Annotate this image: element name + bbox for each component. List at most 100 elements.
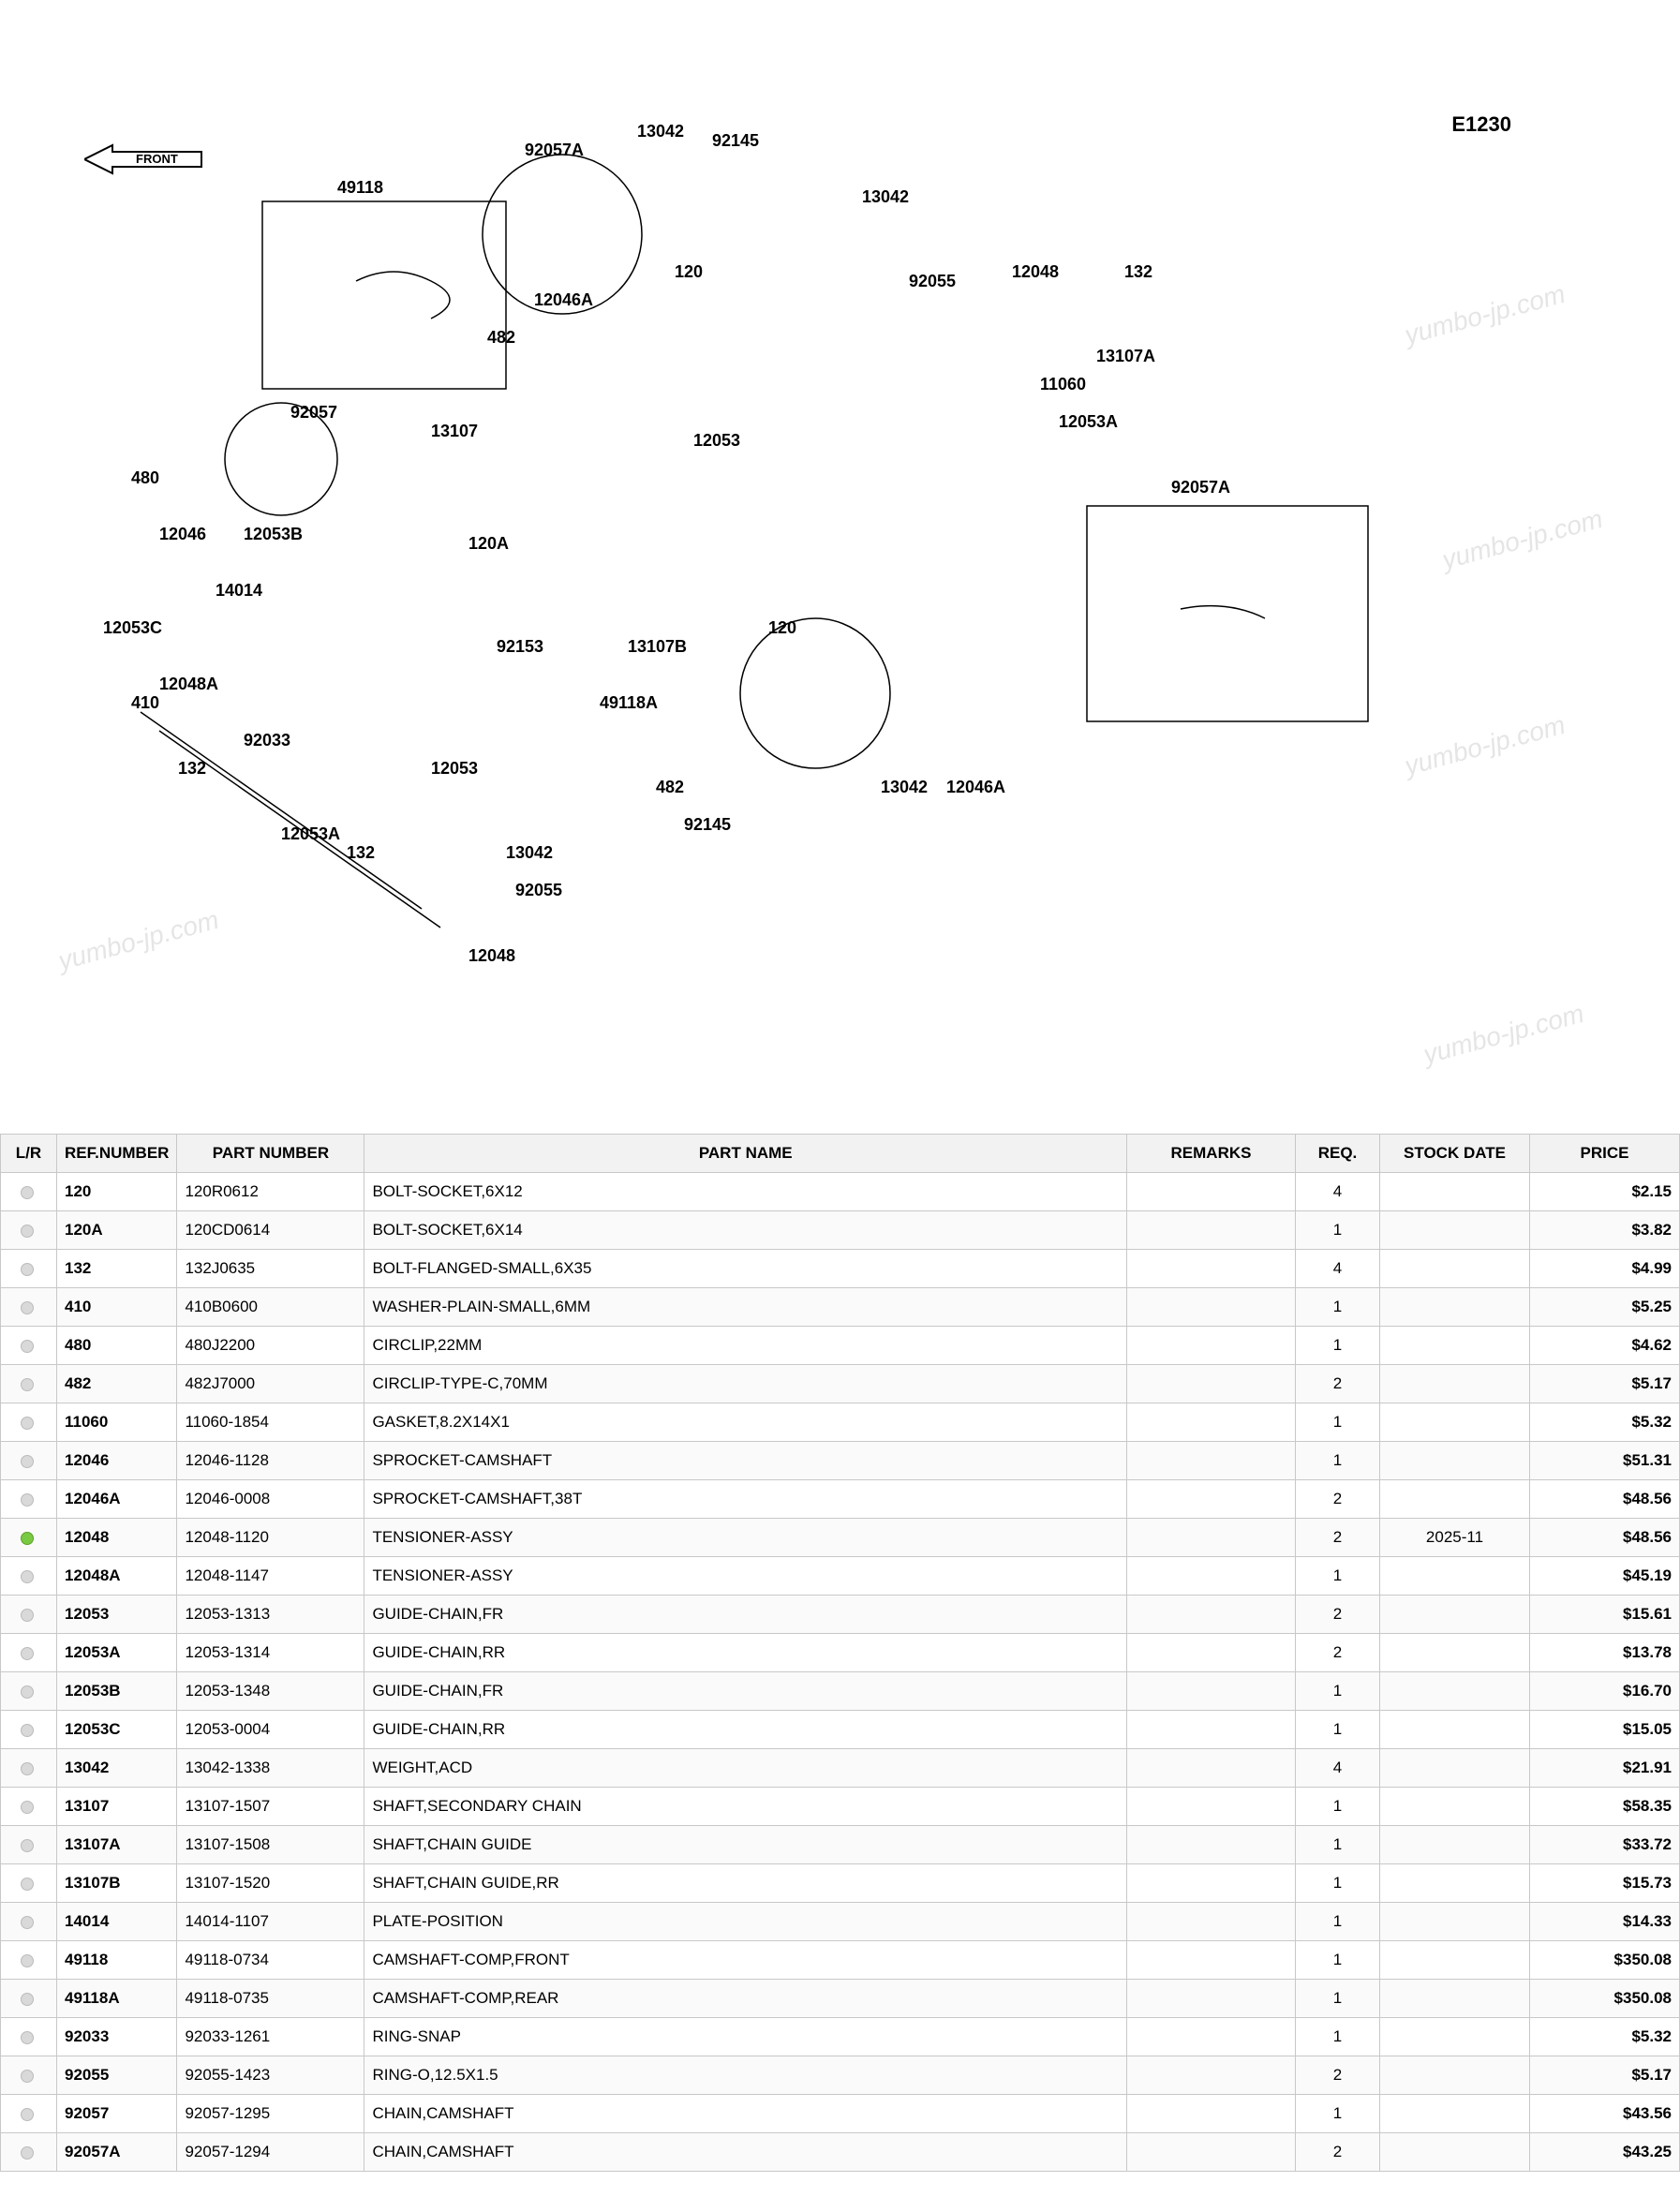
cell-date <box>1380 1596 1530 1634</box>
table-row[interactable]: 1304213042-1338WEIGHT,ACD4$21.91 <box>1 1749 1680 1788</box>
cell-date <box>1380 1442 1530 1480</box>
cell-part: 480J2200 <box>177 1327 364 1365</box>
table-row[interactable]: 12046A12046-0008SPROCKET-CAMSHAFT,38T2$4… <box>1 1480 1680 1519</box>
table-row[interactable]: 12048A12048-1147TENSIONER-ASSY1$45.19 <box>1 1557 1680 1596</box>
stock-out-icon <box>21 1878 34 1891</box>
diagram-callout: 132 <box>347 843 375 863</box>
table-row[interactable]: 13107B13107-1520SHAFT,CHAIN GUIDE,RR1$15… <box>1 1864 1680 1903</box>
cell-lr <box>1 2056 57 2095</box>
cell-ref: 410 <box>57 1288 177 1327</box>
cell-req: 1 <box>1296 1903 1380 1941</box>
diagram-callout: 92153 <box>497 637 543 657</box>
cell-price: $48.56 <box>1530 1519 1680 1557</box>
cell-name: CIRCLIP,22MM <box>364 1327 1127 1365</box>
cell-part: 92057-1294 <box>177 2133 364 2172</box>
cell-part: 12053-0004 <box>177 1711 364 1749</box>
table-row[interactable]: 1401414014-1107PLATE-POSITION1$14.33 <box>1 1903 1680 1941</box>
table-row[interactable]: 1204612046-1128SPROCKET-CAMSHAFT1$51.31 <box>1 1442 1680 1480</box>
diagram-placeholder: E1230 FRONT yumbo-jp.com yumbo-jp.com yu… <box>0 0 1680 1124</box>
diagram-callout: 12053A <box>1059 412 1118 432</box>
table-row[interactable]: 12053A12053-1314GUIDE-CHAIN,RR2$13.78 <box>1 1634 1680 1672</box>
stock-out-icon <box>21 1647 34 1660</box>
cell-lr <box>1 2095 57 2133</box>
cell-remarks <box>1127 1403 1296 1442</box>
cell-price: $14.33 <box>1530 1903 1680 1941</box>
table-row[interactable]: 4911849118-0734CAMSHAFT-COMP,FRONT1$350.… <box>1 1941 1680 1980</box>
cell-name: BOLT-SOCKET,6X12 <box>364 1173 1127 1211</box>
diagram-callout: 12053B <box>244 525 303 544</box>
table-row[interactable]: 1106011060-1854GASKET,8.2X14X11$5.32 <box>1 1403 1680 1442</box>
cell-remarks <box>1127 1864 1296 1903</box>
diagram-callout: 49118 <box>337 178 383 198</box>
cell-remarks <box>1127 1980 1296 2018</box>
table-row[interactable]: 49118A49118-0735CAMSHAFT-COMP,REAR1$350.… <box>1 1980 1680 2018</box>
stock-out-icon <box>21 1340 34 1353</box>
diagram-callout: 13107 <box>431 422 478 441</box>
cell-req: 1 <box>1296 1711 1380 1749</box>
table-row[interactable]: 12053C12053-0004GUIDE-CHAIN,RR1$15.05 <box>1 1711 1680 1749</box>
cell-req: 1 <box>1296 1211 1380 1250</box>
cell-lr <box>1 1557 57 1596</box>
diagram-callout: 482 <box>656 778 684 797</box>
col-header-price: PRICE <box>1530 1135 1680 1173</box>
cell-lr <box>1 1980 57 2018</box>
cell-part: 92055-1423 <box>177 2056 364 2095</box>
cell-part: 132J0635 <box>177 1250 364 1288</box>
cell-remarks <box>1127 1749 1296 1788</box>
cell-date <box>1380 1788 1530 1826</box>
table-row[interactable]: 480480J2200CIRCLIP,22MM1$4.62 <box>1 1327 1680 1365</box>
diagram-callout: 120A <box>468 534 509 554</box>
cell-name: GUIDE-CHAIN,RR <box>364 1634 1127 1672</box>
table-row[interactable]: 9205792057-1295CHAIN,CAMSHAFT1$43.56 <box>1 2095 1680 2133</box>
cell-remarks <box>1127 2095 1296 2133</box>
cell-date <box>1380 1480 1530 1519</box>
cell-remarks <box>1127 1250 1296 1288</box>
cell-price: $4.62 <box>1530 1327 1680 1365</box>
cell-part: 12046-0008 <box>177 1480 364 1519</box>
cell-part: 482J7000 <box>177 1365 364 1403</box>
cell-price: $350.08 <box>1530 1980 1680 2018</box>
cell-date <box>1380 1365 1530 1403</box>
cell-name: GASKET,8.2X14X1 <box>364 1403 1127 1442</box>
table-row[interactable]: 13107A13107-1508SHAFT,CHAIN GUIDE1$33.72 <box>1 1826 1680 1864</box>
table-row[interactable]: 1310713107-1507SHAFT,SECONDARY CHAIN1$58… <box>1 1788 1680 1826</box>
diagram-callout: 482 <box>487 328 515 348</box>
table-row[interactable]: 410410B0600WASHER-PLAIN-SMALL,6MM1$5.25 <box>1 1288 1680 1327</box>
cell-remarks <box>1127 1711 1296 1749</box>
diagram-svg <box>0 0 1680 1124</box>
parts-table-body: 120120R0612BOLT-SOCKET,6X124$2.15120A 120… <box>1 1173 1680 2172</box>
cell-name: SPROCKET-CAMSHAFT,38T <box>364 1480 1127 1519</box>
col-header-remarks: REMARKS <box>1127 1135 1296 1173</box>
cell-date <box>1380 1250 1530 1288</box>
table-row[interactable]: 12053B12053-1348GUIDE-CHAIN,FR1$16.70 <box>1 1672 1680 1711</box>
table-row[interactable]: 120A120CD0614BOLT-SOCKET,6X141$3.82 <box>1 1211 1680 1250</box>
cell-ref: 120A <box>57 1211 177 1250</box>
cell-lr <box>1 2018 57 2056</box>
cell-ref: 12048A <box>57 1557 177 1596</box>
cell-lr <box>1 1788 57 1826</box>
table-row[interactable]: 132132J0635BOLT-FLANGED-SMALL,6X354$4.99 <box>1 1250 1680 1288</box>
stock-out-icon <box>21 1993 34 2006</box>
table-row[interactable]: 92057A92057-1294CHAIN,CAMSHAFT2$43.25 <box>1 2133 1680 2172</box>
cell-part: 410B0600 <box>177 1288 364 1327</box>
cell-date <box>1380 1327 1530 1365</box>
cell-part: 13107-1520 <box>177 1864 364 1903</box>
stock-out-icon <box>21 1762 34 1775</box>
cell-ref: 12048 <box>57 1519 177 1557</box>
table-row[interactable]: 9203392033-1261RING-SNAP1$5.32 <box>1 2018 1680 2056</box>
table-row[interactable]: 9205592055-1423RING-O,12.5X1.52$5.17 <box>1 2056 1680 2095</box>
cell-lr <box>1 1327 57 1365</box>
table-row[interactable]: 1205312053-1313GUIDE-CHAIN,FR2$15.61 <box>1 1596 1680 1634</box>
cell-part: 49118-0735 <box>177 1980 364 2018</box>
cell-ref: 92057 <box>57 2095 177 2133</box>
cell-date <box>1380 2056 1530 2095</box>
cell-lr <box>1 1711 57 1749</box>
diagram-callout: 92145 <box>712 131 759 151</box>
cell-date <box>1380 1634 1530 1672</box>
cell-remarks <box>1127 1480 1296 1519</box>
table-row[interactable]: 1204812048-1120TENSIONER-ASSY22025-11$48… <box>1 1519 1680 1557</box>
parts-diagram: E1230 FRONT yumbo-jp.com yumbo-jp.com yu… <box>0 0 1680 1124</box>
cell-price: $15.05 <box>1530 1711 1680 1749</box>
table-row[interactable]: 482482J7000CIRCLIP-TYPE-C,70MM2$5.17 <box>1 1365 1680 1403</box>
table-row[interactable]: 120120R0612BOLT-SOCKET,6X124$2.15 <box>1 1173 1680 1211</box>
